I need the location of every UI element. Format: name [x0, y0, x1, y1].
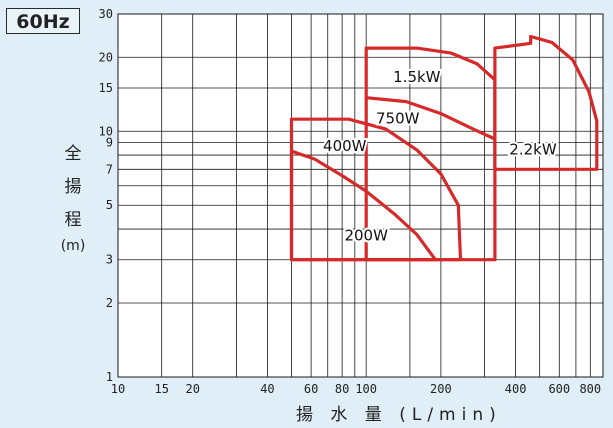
y-tick-label: 20: [99, 50, 113, 64]
series-label: 750W: [376, 109, 420, 127]
y-tick-label: 2: [106, 296, 113, 310]
y-tick-label: 10: [99, 124, 113, 138]
y-axis-label-char: 全: [64, 144, 82, 164]
series-outline: [364, 96, 497, 262]
x-tick-label: 60: [304, 382, 318, 396]
x-tick-label: 10: [111, 382, 125, 396]
x-tick-label: 15: [154, 382, 168, 396]
y-axis-label: 全 揚 程: [62, 138, 84, 237]
plot-frame: [117, 13, 604, 378]
x-tick-label: 100: [355, 382, 377, 396]
y-tick-label: 3: [106, 253, 113, 267]
y-axis-unit: (m): [60, 238, 86, 254]
x-tick-label: 400: [505, 382, 527, 396]
frequency-badge: 60Hz: [6, 8, 80, 34]
x-tick-label: 20: [185, 382, 199, 396]
y-tick-label: 9: [106, 135, 113, 149]
x-tick-label: 80: [335, 382, 349, 396]
x-tick-label: 200: [430, 382, 452, 396]
x-tick-label: 800: [579, 382, 601, 396]
x-axis-label: 揚 水 量 (L/min): [296, 405, 502, 425]
series-label: 2.2kW: [509, 141, 557, 159]
series-label: 400W: [323, 137, 367, 155]
series-label: 1.5kW: [393, 68, 441, 86]
y-tick-label: 7: [106, 162, 113, 176]
y-tick-label: 1: [106, 370, 113, 384]
series-outline: [493, 34, 599, 171]
plot-background: [118, 14, 603, 377]
series-label: 200W: [344, 227, 388, 245]
x-tick-label: 40: [260, 382, 274, 396]
y-tick-label: 15: [99, 81, 113, 95]
y-axis-label-char: 揚: [64, 177, 82, 197]
series-outline: [289, 117, 463, 262]
y-tick-label: 30: [99, 7, 113, 21]
x-tick-label: 600: [548, 382, 570, 396]
y-tick-label: 5: [106, 198, 113, 212]
y-axis-label-char: 程: [64, 210, 82, 230]
